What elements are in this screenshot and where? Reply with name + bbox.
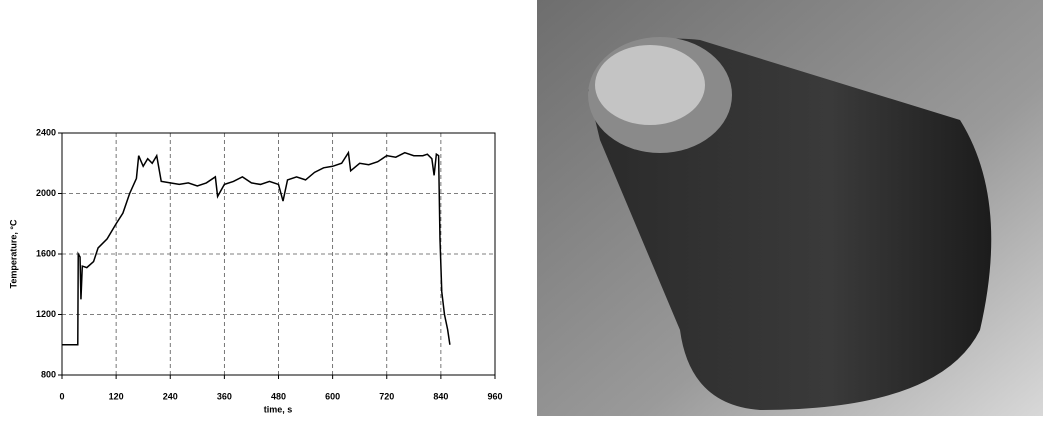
y-tick-label: 2000 — [36, 188, 56, 198]
y-axis-label: Temperature, °C — [8, 219, 18, 288]
x-tick-label: 240 — [163, 391, 178, 401]
photo — [537, 0, 1043, 416]
x-axis-label: time, s — [264, 404, 293, 414]
x-tick-label: 600 — [325, 391, 340, 401]
x-tick-label: 840 — [433, 391, 448, 401]
plot-frame — [61, 132, 496, 376]
y-tick-label: 2400 — [36, 127, 56, 137]
data-line — [62, 150, 451, 346]
x-tick-label: 720 — [379, 391, 394, 401]
x-tick-label: 0 — [59, 391, 64, 401]
tip-crust — [595, 45, 705, 125]
x-tick-label: 120 — [109, 391, 124, 401]
y-tick-label: 1600 — [36, 248, 56, 258]
x-tick-label: 960 — [487, 391, 502, 401]
x-tick-label: 360 — [217, 391, 232, 401]
chart: time, s Temperature, °C 8001200160020002… — [8, 127, 502, 414]
x-tick-label: 480 — [271, 391, 286, 401]
y-tick-label: 1200 — [36, 309, 56, 319]
y-tick-label: 800 — [41, 369, 56, 379]
